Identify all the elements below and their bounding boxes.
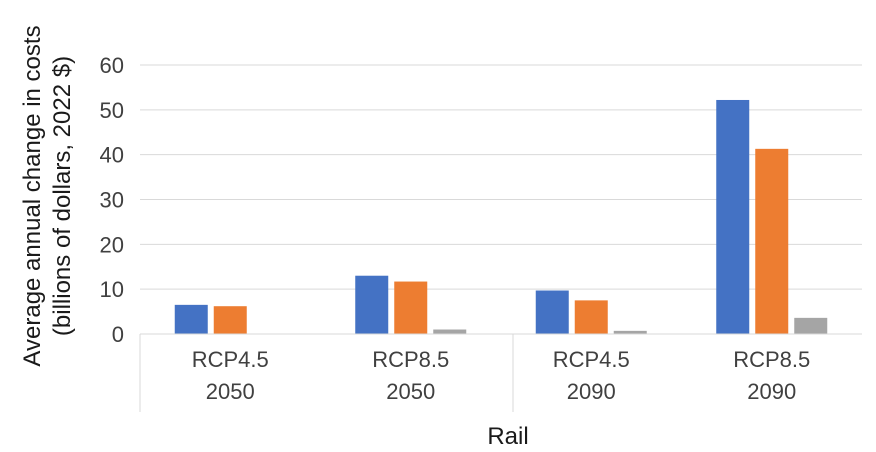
bar bbox=[574, 300, 608, 334]
y-tick-label: 20 bbox=[100, 232, 124, 257]
x-category-label: RCP8.5 bbox=[733, 347, 810, 372]
y-tick-label: 40 bbox=[100, 143, 124, 168]
bar bbox=[394, 281, 428, 334]
y-tick-labels: 0 10 20 30 40 50 60 bbox=[100, 53, 124, 347]
y-axis-title-line-1: Average annual change in costs bbox=[19, 25, 46, 366]
bar bbox=[355, 275, 389, 334]
bar bbox=[794, 317, 828, 334]
bar bbox=[755, 148, 789, 334]
y-tick-label: 10 bbox=[100, 277, 124, 302]
y-tick-label: 0 bbox=[112, 322, 124, 347]
x-category-label: RCP4.5 bbox=[192, 347, 269, 372]
x-category-label: RCP8.5 bbox=[372, 347, 449, 372]
y-axis-title-line-2: (billions of dollars, 2022 $) bbox=[49, 56, 76, 336]
x-category-labels: RCP4.5 2050 RCP8.5 2050 RCP4.5 2090 RCP8.5 2090 bbox=[192, 347, 811, 404]
bar bbox=[213, 306, 247, 334]
x-category-label: 2090 bbox=[567, 379, 616, 404]
y-tick-label: 50 bbox=[100, 98, 124, 123]
x-category-label: 2090 bbox=[747, 379, 796, 404]
x-axis-title: Rail bbox=[487, 423, 528, 450]
gridlines bbox=[140, 64, 862, 290]
bar bbox=[613, 330, 647, 334]
x-category-label: 2050 bbox=[206, 379, 255, 404]
bars bbox=[174, 99, 828, 334]
y-tick-label: 60 bbox=[100, 53, 124, 78]
bar bbox=[174, 304, 208, 334]
x-category-label: 2050 bbox=[386, 379, 435, 404]
bar bbox=[716, 99, 750, 334]
y-axis-title: Average annual change in costs (billions… bbox=[19, 25, 76, 366]
y-tick-label: 30 bbox=[100, 188, 124, 213]
bar bbox=[535, 290, 569, 334]
bar bbox=[433, 329, 467, 334]
x-category-label: RCP4.5 bbox=[553, 347, 630, 372]
